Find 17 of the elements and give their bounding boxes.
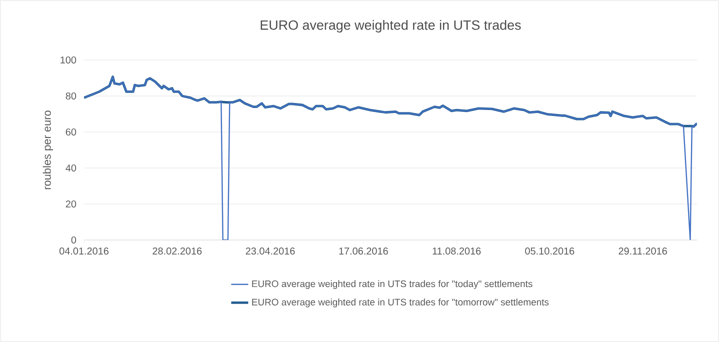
x-tick-label: 28.02.2016 — [152, 248, 202, 255]
x-tick-label: 17.06.2016 — [339, 248, 388, 255]
y-tick-label: 20 — [66, 200, 76, 208]
y-tick-label: 0 — [71, 236, 76, 244]
x-tick-label: 23.04.2016 — [246, 248, 295, 255]
chart-title: EURO average weighted rate in UTS trades — [260, 20, 521, 33]
y-tick-label: 80 — [66, 92, 76, 100]
x-tick-label: 04.01.2016 — [59, 248, 108, 255]
legend-label: EURO average weighted rate in UTS trades for "today" settlements — [252, 280, 532, 290]
legend-label: EURO average weighted rate in UTS trades for "tomorrow" settlements — [252, 298, 549, 308]
y-axis-title: roubles per euro — [42, 110, 54, 190]
y-tick-label: 40 — [66, 164, 76, 172]
y-tick-label: 100 — [60, 56, 76, 64]
x-tick-label: 11.08.2016 — [432, 248, 481, 255]
y-tick-label: 60 — [66, 128, 76, 136]
x-tick-label: 05.10.2016 — [525, 248, 574, 255]
x-tick-label: 29.11.2016 — [618, 248, 667, 255]
